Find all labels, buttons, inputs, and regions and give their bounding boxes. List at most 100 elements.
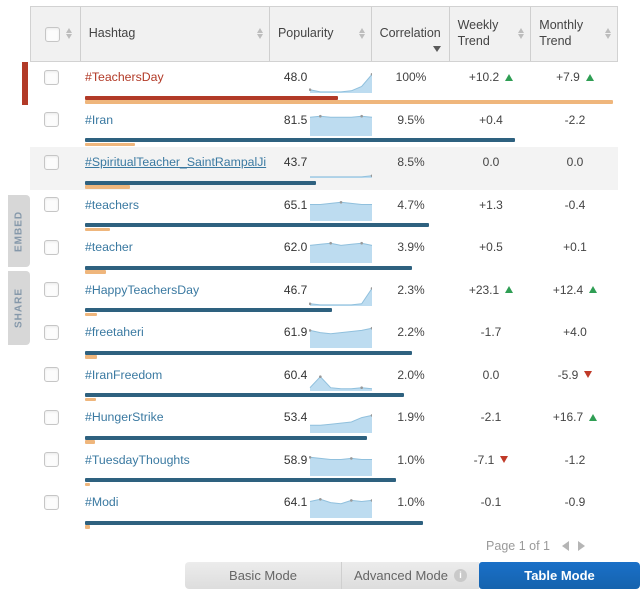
weekly-trend-value: +0.5 xyxy=(479,240,503,254)
popularity-bar xyxy=(85,520,424,525)
popularity-sparkline xyxy=(310,498,372,518)
row-checkbox[interactable] xyxy=(44,154,59,170)
correlation-value: 9.5% xyxy=(397,112,425,127)
hashtag-link[interactable]: #TeachersDay xyxy=(85,70,164,84)
weekly-trend-value: +0.4 xyxy=(479,112,503,127)
row-checkbox[interactable] xyxy=(44,452,59,467)
popularity-sparkline xyxy=(310,174,372,178)
weekly-trend-arrow-icon xyxy=(505,286,514,293)
share-tab[interactable]: SHARE xyxy=(8,271,30,345)
correlation-value: 100% xyxy=(395,70,427,84)
row-checkbox[interactable] xyxy=(44,69,59,85)
popularity-sparkline xyxy=(310,414,372,433)
correlation-bar xyxy=(85,397,96,401)
table-header: Hashtag Popularity Correlation Weekly Tr… xyxy=(30,6,618,62)
row-checkbox[interactable] xyxy=(44,494,59,510)
popularity-value: 65.1 xyxy=(283,197,308,212)
hashtag-link[interactable]: #HappyTeachersDay xyxy=(85,282,200,297)
monthly-trend-value: -0.9 xyxy=(564,495,586,509)
correlation-bar xyxy=(85,142,136,146)
monthly-trend-value: +7.9 xyxy=(556,70,580,84)
weekly-trend-value: -1.7 xyxy=(480,325,502,339)
hashtag-link[interactable]: #Modi xyxy=(85,495,119,509)
popularity-value: 53.4 xyxy=(283,410,308,424)
weekly-trend-value: 0.0 xyxy=(482,155,500,169)
hashtag-link[interactable]: #HungerStrike xyxy=(85,410,164,424)
monthly-trend-value: -1.2 xyxy=(564,452,586,467)
monthly-trend-arrow-icon xyxy=(585,73,594,81)
hashtag-link[interactable]: #Iran xyxy=(85,112,114,127)
hashtag-link[interactable]: #teacher xyxy=(85,240,133,254)
row-checkbox[interactable] xyxy=(44,239,59,255)
popularity-value: 64.1 xyxy=(283,495,308,509)
header-correlation[interactable]: Correlation xyxy=(372,7,450,61)
next-page-icon[interactable] xyxy=(578,541,585,551)
weekly-trend-value: -2.1 xyxy=(480,410,502,424)
correlation-bar xyxy=(85,525,91,529)
popularity-bar xyxy=(85,265,413,270)
monthly-trend-arrow-icon xyxy=(589,413,598,421)
table-row: #IranFreedom 60.4 2.0% 0.0 -5.9 xyxy=(30,360,618,403)
hashtag-link[interactable]: #IranFreedom xyxy=(85,367,163,382)
weekly-trend-value: +1.3 xyxy=(479,197,503,212)
table-row: #Iran 81.5 9.5% +0.4 -2.2 xyxy=(30,105,618,148)
weekly-trend-value: -0.1 xyxy=(480,495,502,509)
hashtag-link[interactable]: #SpiritualTeacher_SaintRampalJi xyxy=(85,155,267,169)
table-body: #TeachersDay 48.0 100% +10.2 +7.9 xyxy=(22,62,618,530)
popularity-value: 62.0 xyxy=(283,240,308,254)
correlation-value: 1.0% xyxy=(397,452,425,467)
popularity-value: 58.9 xyxy=(283,452,308,467)
popularity-bar xyxy=(85,138,516,142)
sort-icon xyxy=(358,28,365,39)
row-checkbox[interactable] xyxy=(44,197,59,212)
correlation-value: 2.2% xyxy=(397,325,425,339)
row-checkbox[interactable] xyxy=(44,324,59,340)
popularity-bar xyxy=(85,350,412,355)
popularity-value: 46.7 xyxy=(283,282,308,297)
select-all-checkbox[interactable] xyxy=(45,26,60,42)
popularity-sparkline xyxy=(309,73,372,93)
sort-descending-icon xyxy=(432,46,441,52)
header-monthly-trend[interactable]: Monthly Trend xyxy=(531,7,617,61)
popularity-value: 60.4 xyxy=(283,367,308,382)
monthly-trend-value: 0.0 xyxy=(566,155,584,169)
embed-tab[interactable]: EMBED xyxy=(8,195,30,267)
monthly-trend-arrow-icon xyxy=(584,371,593,378)
page-indicator: Page 1 of 1 xyxy=(486,539,550,553)
table-row: #Modi 64.1 1.0% -0.1 -0.9 xyxy=(30,487,618,530)
pagination: Page 1 of 1 xyxy=(486,539,585,553)
popularity-bar xyxy=(85,95,339,100)
hashtag-link[interactable]: #freetaheri xyxy=(85,325,144,339)
table-mode-button[interactable]: Table Mode xyxy=(479,562,640,589)
popularity-bar xyxy=(85,478,396,482)
sort-icon xyxy=(518,28,525,39)
row-checkbox[interactable] xyxy=(44,409,59,425)
prev-page-icon[interactable] xyxy=(562,541,569,551)
row-checkbox[interactable] xyxy=(44,367,59,382)
weekly-trend-value: 0.0 xyxy=(482,367,500,382)
correlation-bar xyxy=(85,440,96,444)
correlation-bar xyxy=(85,227,110,231)
basic-mode-button[interactable]: Basic Mode xyxy=(185,562,341,589)
popularity-value: 48.0 xyxy=(283,70,308,84)
advanced-mode-button[interactable]: Advanced Mode i xyxy=(341,562,479,589)
hashtag-link[interactable]: #TuesdayThoughts xyxy=(85,452,190,467)
header-weekly-trend[interactable]: Weekly Trend xyxy=(450,7,532,61)
row-checkbox[interactable] xyxy=(44,282,59,297)
sort-icon xyxy=(256,28,263,39)
monthly-trend-value: -0.4 xyxy=(564,197,586,212)
correlation-value: 2.3% xyxy=(397,282,425,297)
header-hashtag[interactable]: Hashtag xyxy=(81,7,270,61)
header-select-all[interactable] xyxy=(31,7,81,61)
header-correlation-label: Correlation xyxy=(379,26,441,41)
correlation-bar xyxy=(85,270,106,274)
row-checkbox[interactable] xyxy=(44,112,59,127)
popularity-bar xyxy=(85,435,367,440)
monthly-trend-value: -2.2 xyxy=(564,112,586,127)
header-popularity[interactable]: Popularity xyxy=(270,7,372,61)
correlation-value: 2.0% xyxy=(397,367,425,382)
table-row: #teacher 62.0 3.9% +0.5 +0.1 xyxy=(30,232,618,275)
hashtag-link[interactable]: #teachers xyxy=(85,197,140,212)
sort-icon xyxy=(65,28,72,39)
popularity-sparkline xyxy=(310,200,372,221)
